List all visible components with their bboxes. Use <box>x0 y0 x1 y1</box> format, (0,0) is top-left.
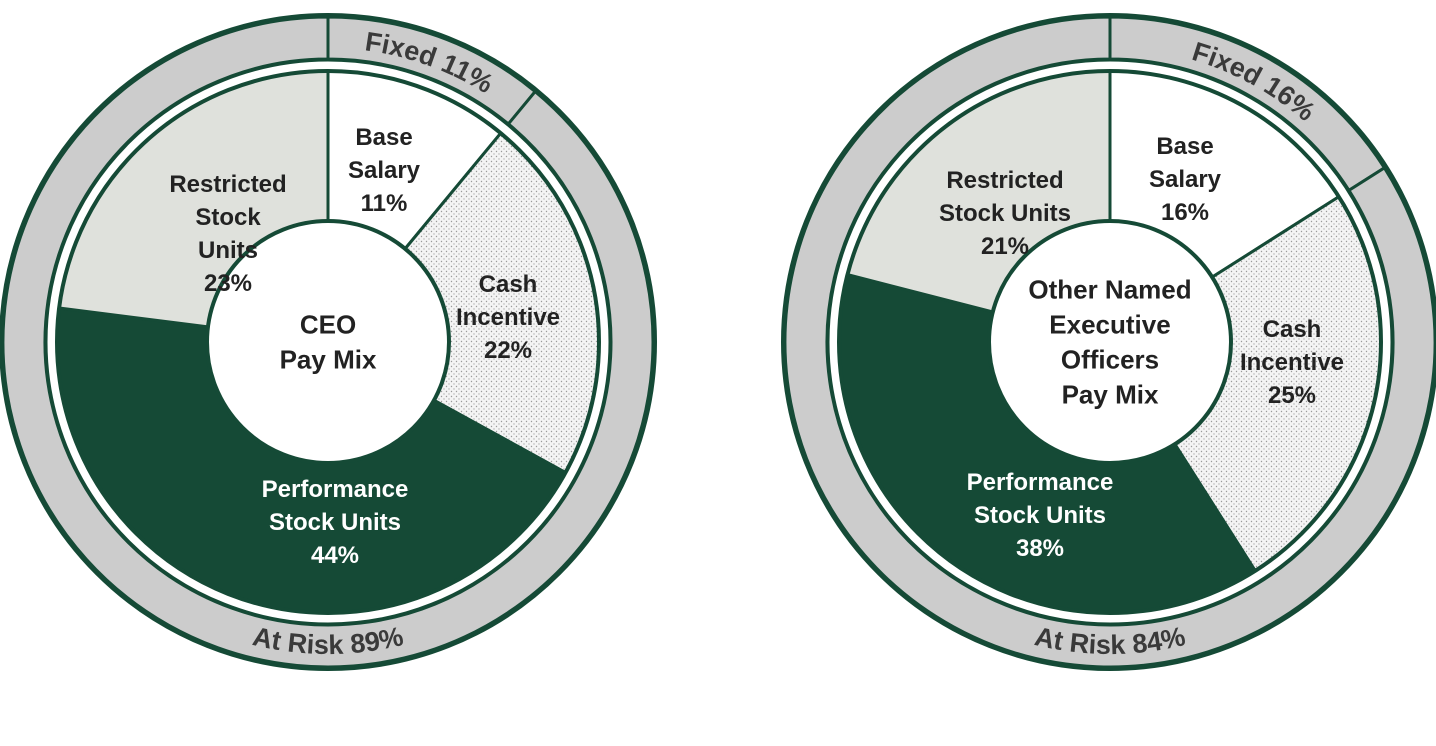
center-circle <box>987 219 1233 465</box>
pay-mix-chart-2: Other Named Executive Officers Pay Mix Base S… <box>781 13 1436 671</box>
center-label: CEO Pay Mix <box>280 310 377 375</box>
center-label: Other Named Executive Officers Pay Mix <box>1028 275 1191 410</box>
slice-label-cash-incentive: Cash Incentive 25% <box>1240 316 1344 409</box>
slice-label-base-salary: Base Salary 16% <box>1149 133 1222 226</box>
slice-label-cash-incentive: Cash Incentive 22% <box>456 271 560 364</box>
pay-mix-chart-1: CEO Pay Mix Base Salary 11% Cash Incentive 22% P… <box>0 13 657 671</box>
slice-label-restricted-stock-units: Restricted Stock Units 21% <box>939 167 1071 260</box>
pie-border <box>55 69 601 615</box>
slice-label-restricted-stock-units: Restricted Stock Units 23% <box>169 171 286 297</box>
slice-label-base-salary: Base Salary 11% <box>348 124 421 217</box>
pie-border <box>837 69 1383 615</box>
slice-label-performance-stock-units: Performance Stock Units 38% <box>967 469 1114 562</box>
center-circle <box>205 219 451 465</box>
slice-label-performance-stock-units: Performance Stock Units 44% <box>262 476 409 569</box>
